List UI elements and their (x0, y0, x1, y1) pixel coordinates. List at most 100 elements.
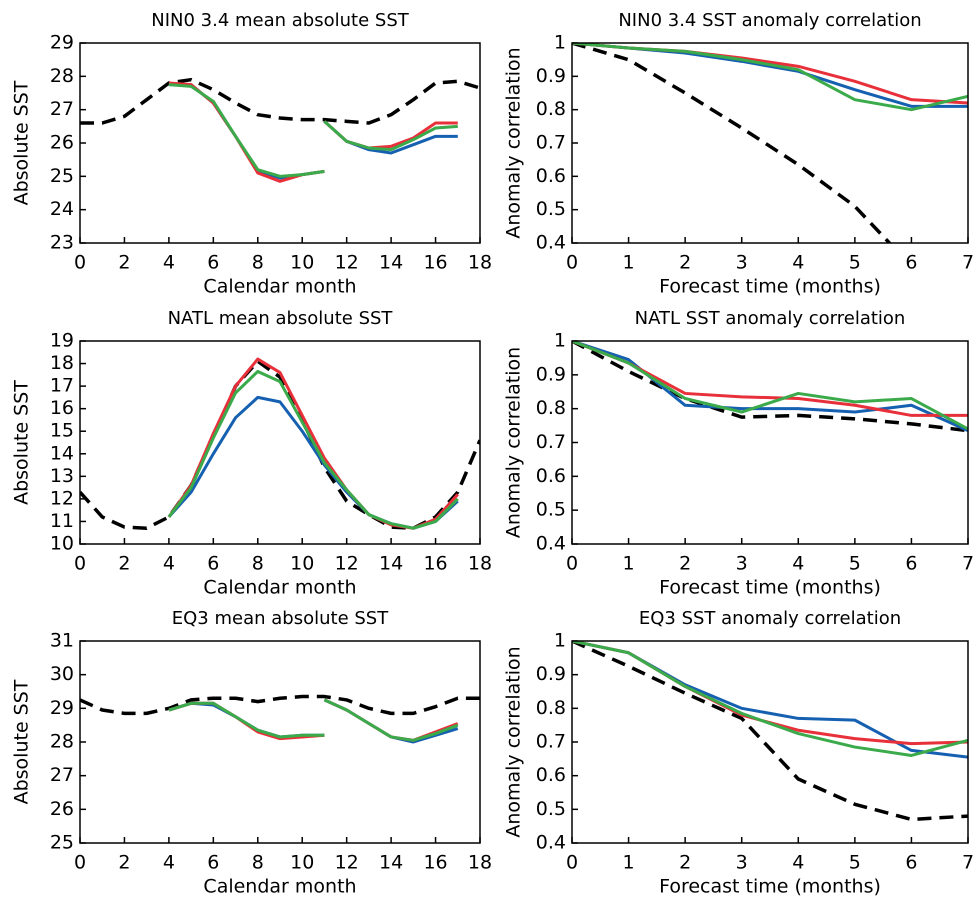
y-tick-label: 0.5 (536, 198, 566, 220)
y-tick-label: 0.7 (536, 132, 566, 154)
x-tick-label: 2 (118, 852, 130, 874)
y-tick-label: 0.8 (536, 697, 566, 719)
series-line (572, 43, 892, 243)
x-tick-label: 0 (566, 852, 578, 874)
x-tick-label: 7 (962, 553, 974, 575)
x-tick-label: 2 (118, 553, 130, 575)
y-tick-label: 30 (50, 663, 74, 685)
x-tick-label: 0 (74, 553, 86, 575)
x-tick-label: 2 (679, 852, 691, 874)
y-axis-label: Anomaly correlation (503, 47, 525, 238)
panel-title: EQ3 mean absolute SST (172, 608, 389, 629)
x-tick-label: 2 (118, 252, 130, 274)
y-tick-label: 31 (50, 630, 74, 652)
plot-area (80, 77, 480, 183)
x-tick-label: 14 (379, 553, 403, 575)
x-tick-label: 18 (468, 252, 492, 274)
y-tick-label: 27 (50, 98, 74, 120)
y-tick-label: 0.5 (536, 798, 566, 820)
y-tick-label: 1 (554, 330, 566, 352)
plot-area (572, 341, 968, 433)
x-tick-label: 4 (163, 852, 175, 874)
y-tick-label: 29 (50, 32, 74, 54)
y-tick-label: 28 (50, 65, 74, 87)
y-tick-label: 28 (50, 731, 74, 753)
y-tick-label: 26 (50, 798, 74, 820)
y-tick-label: 1 (554, 630, 566, 652)
x-tick-label: 10 (290, 252, 314, 274)
y-tick-label: 0.6 (536, 764, 566, 786)
x-tick-label: 5 (849, 252, 861, 274)
x-axis-label: Calendar month (203, 876, 356, 898)
series-line (167, 395, 459, 530)
x-tick-label: 4 (163, 553, 175, 575)
series-line (572, 43, 968, 105)
panel: NIN0 3.4 SST anomaly correlation Forecast… (503, 10, 975, 298)
x-tick-label: 18 (468, 852, 492, 874)
x-tick-label: 1 (623, 852, 635, 874)
y-tick-label: 0.8 (536, 98, 566, 120)
x-tick-label: 6 (207, 553, 219, 575)
x-tick-label: 12 (335, 252, 359, 274)
plot-area (80, 357, 480, 530)
x-tick-label: 1 (623, 252, 635, 274)
y-tick-label: 18 (50, 352, 74, 374)
plot-area (80, 694, 480, 744)
x-axis-label: Calendar month (203, 577, 356, 599)
series-line (572, 641, 968, 822)
series-line (572, 641, 968, 757)
x-tick-label: 10 (290, 553, 314, 575)
x-tick-label: 7 (962, 852, 974, 874)
y-axis-label: Absolute SST (11, 80, 33, 205)
y-tick-label: 0.4 (536, 533, 566, 555)
y-axis-label: Absolute SST (11, 679, 33, 804)
y-axis-label: Anomaly correlation (503, 347, 525, 538)
y-tick-label: 0.7 (536, 731, 566, 753)
x-tick-label: 8 (252, 852, 264, 874)
x-tick-label: 7 (962, 252, 974, 274)
y-axis-label: Absolute SST (11, 380, 33, 505)
y-tick-label: 0.9 (536, 65, 566, 87)
series-line (168, 698, 459, 742)
x-tick-label: 16 (423, 852, 447, 874)
y-tick-label: 19 (50, 330, 74, 352)
series-line (572, 641, 968, 746)
plot-area (572, 641, 968, 822)
plot-frame (571, 640, 969, 844)
x-tick-label: 5 (849, 852, 861, 874)
x-tick-label: 4 (792, 852, 804, 874)
panel: EQ3 mean absolute SST Calendar month Absol… (11, 608, 493, 898)
y-tick-label: 0.8 (536, 397, 566, 419)
y-tick-label: 27 (50, 764, 74, 786)
x-tick-label: 12 (335, 553, 359, 575)
x-axis-label: Calendar month (203, 276, 356, 298)
x-tick-label: 6 (207, 852, 219, 874)
y-axis-label: Anomaly correlation (503, 646, 525, 837)
series-line (168, 83, 458, 178)
x-tick-label: 0 (566, 252, 578, 274)
y-tick-label: 11 (50, 510, 74, 532)
y-tick-label: 0.9 (536, 363, 566, 385)
x-tick-label: 14 (379, 252, 403, 274)
y-tick-label: 26 (50, 132, 74, 154)
y-tick-label: 0.9 (536, 663, 566, 685)
panel-title: NATL mean absolute SST (168, 308, 394, 329)
x-tick-label: 6 (207, 252, 219, 274)
plot-area (572, 43, 968, 243)
y-tick-label: 29 (50, 697, 74, 719)
x-axis-label: Forecast time (months) (659, 276, 881, 298)
x-tick-label: 14 (379, 852, 403, 874)
x-tick-label: 18 (468, 553, 492, 575)
series-line (167, 369, 459, 530)
x-axis-label: Forecast time (months) (659, 876, 881, 898)
series-line (572, 43, 968, 108)
y-tick-label: 0.4 (536, 232, 566, 254)
y-tick-label: 16 (50, 397, 74, 419)
x-tick-label: 8 (252, 252, 264, 274)
panel: NIN0 3.4 mean absolute SST Calendar month… (11, 10, 493, 298)
panel-title: NIN0 3.4 mean absolute SST (151, 10, 409, 31)
y-tick-label: 0.5 (536, 499, 566, 521)
series-line (80, 77, 480, 125)
series-line (572, 341, 968, 431)
x-tick-label: 1 (623, 553, 635, 575)
